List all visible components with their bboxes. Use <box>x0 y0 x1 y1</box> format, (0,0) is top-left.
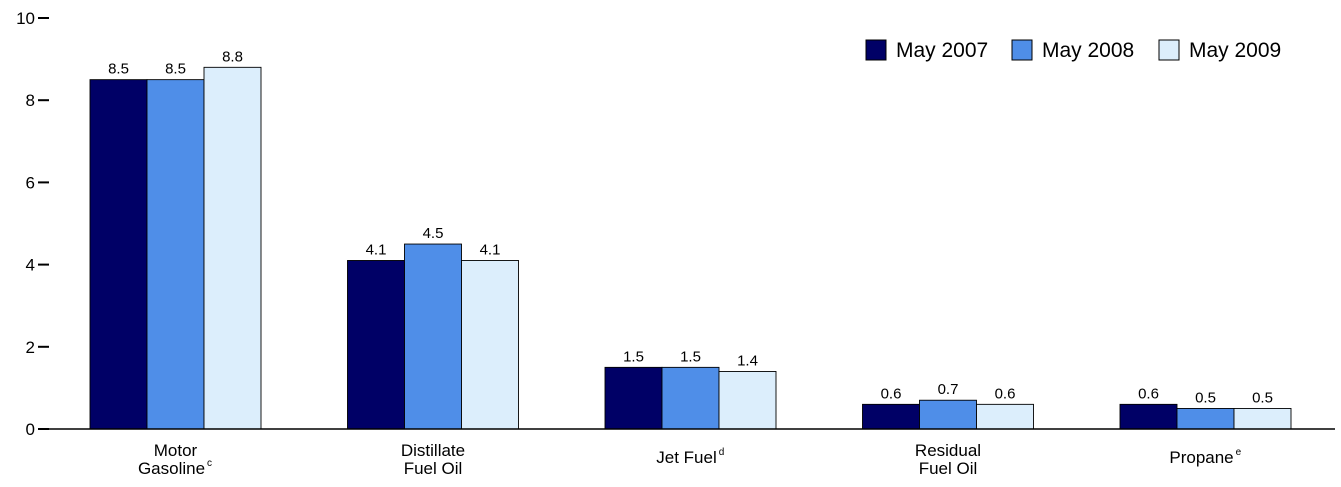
legend-swatch <box>865 39 887 61</box>
data-label: 0.6 <box>995 385 1016 402</box>
bar-may-2009 <box>1233 408 1292 430</box>
data-label: 4.5 <box>423 225 444 242</box>
data-label: 8.5 <box>165 61 186 78</box>
data-label: 1.5 <box>680 348 701 365</box>
legend-swatch <box>1158 39 1180 61</box>
y-axis: 0 2 4 6 8 10 <box>16 9 49 439</box>
bars: 8.5 4.1 1.5 0.6 0.6 8.5 4.5 1.5 0.7 0.5 8.8 4.1 1.4 0… <box>89 48 1292 430</box>
category-label: Propane <box>1169 448 1233 467</box>
bar-may-2007 <box>862 403 920 430</box>
y-tick-label: 6 <box>26 173 35 192</box>
y-tick-label: 8 <box>26 91 35 110</box>
data-label: 0.6 <box>881 385 902 402</box>
y-tick-label: 4 <box>26 256 35 275</box>
bar-may-2007 <box>1119 403 1178 430</box>
data-label: 1.5 <box>623 348 644 365</box>
legend-label: May 2007 <box>896 39 988 62</box>
bar-may-2009 <box>203 66 262 430</box>
category-label: Jet Fuel <box>656 448 716 467</box>
category-label: Gasoline <box>138 459 205 478</box>
legend: May 2007 May 2008 May 2009 <box>865 39 1281 62</box>
data-label: 8.5 <box>108 61 129 78</box>
data-label: 4.1 <box>480 241 501 258</box>
data-label: 4.1 <box>366 241 387 258</box>
y-tick-label: 0 <box>26 420 35 439</box>
category-label: Fuel Oil <box>404 459 463 478</box>
bar-may-2008 <box>661 366 720 430</box>
data-label: 8.8 <box>222 48 243 65</box>
category-label: Residual <box>915 441 981 460</box>
category-footnote-marker: e <box>1236 447 1242 458</box>
category-label: Fuel Oil <box>919 459 978 478</box>
bar-may-2009 <box>718 371 777 430</box>
category-footnote-marker: c <box>207 458 212 469</box>
legend-label: May 2009 <box>1189 39 1281 62</box>
data-label: 0.7 <box>938 381 959 398</box>
legend-label: May 2008 <box>1042 39 1134 62</box>
data-label: 1.4 <box>737 352 758 369</box>
y-tick-label: 10 <box>16 9 35 28</box>
bar-may-2008 <box>919 399 977 430</box>
bar-may-2009 <box>976 403 1034 430</box>
data-label: 0.5 <box>1252 389 1273 406</box>
category-footnote-marker: d <box>719 447 725 458</box>
category-label: Distillate <box>401 441 465 460</box>
legend-swatch <box>1011 39 1033 61</box>
bar-may-2007 <box>604 366 663 430</box>
bar-may-2008 <box>404 243 462 430</box>
category-label: Motor <box>154 441 198 460</box>
bar-may-2008 <box>1176 408 1235 430</box>
bar-may-2008 <box>146 79 205 430</box>
data-label: 0.6 <box>1138 385 1159 402</box>
data-label: 0.5 <box>1195 389 1216 406</box>
bar-may-2009 <box>461 260 519 430</box>
bar-may-2007 <box>347 260 405 430</box>
bar-may-2007 <box>89 79 148 430</box>
y-tick-label: 2 <box>26 338 35 357</box>
